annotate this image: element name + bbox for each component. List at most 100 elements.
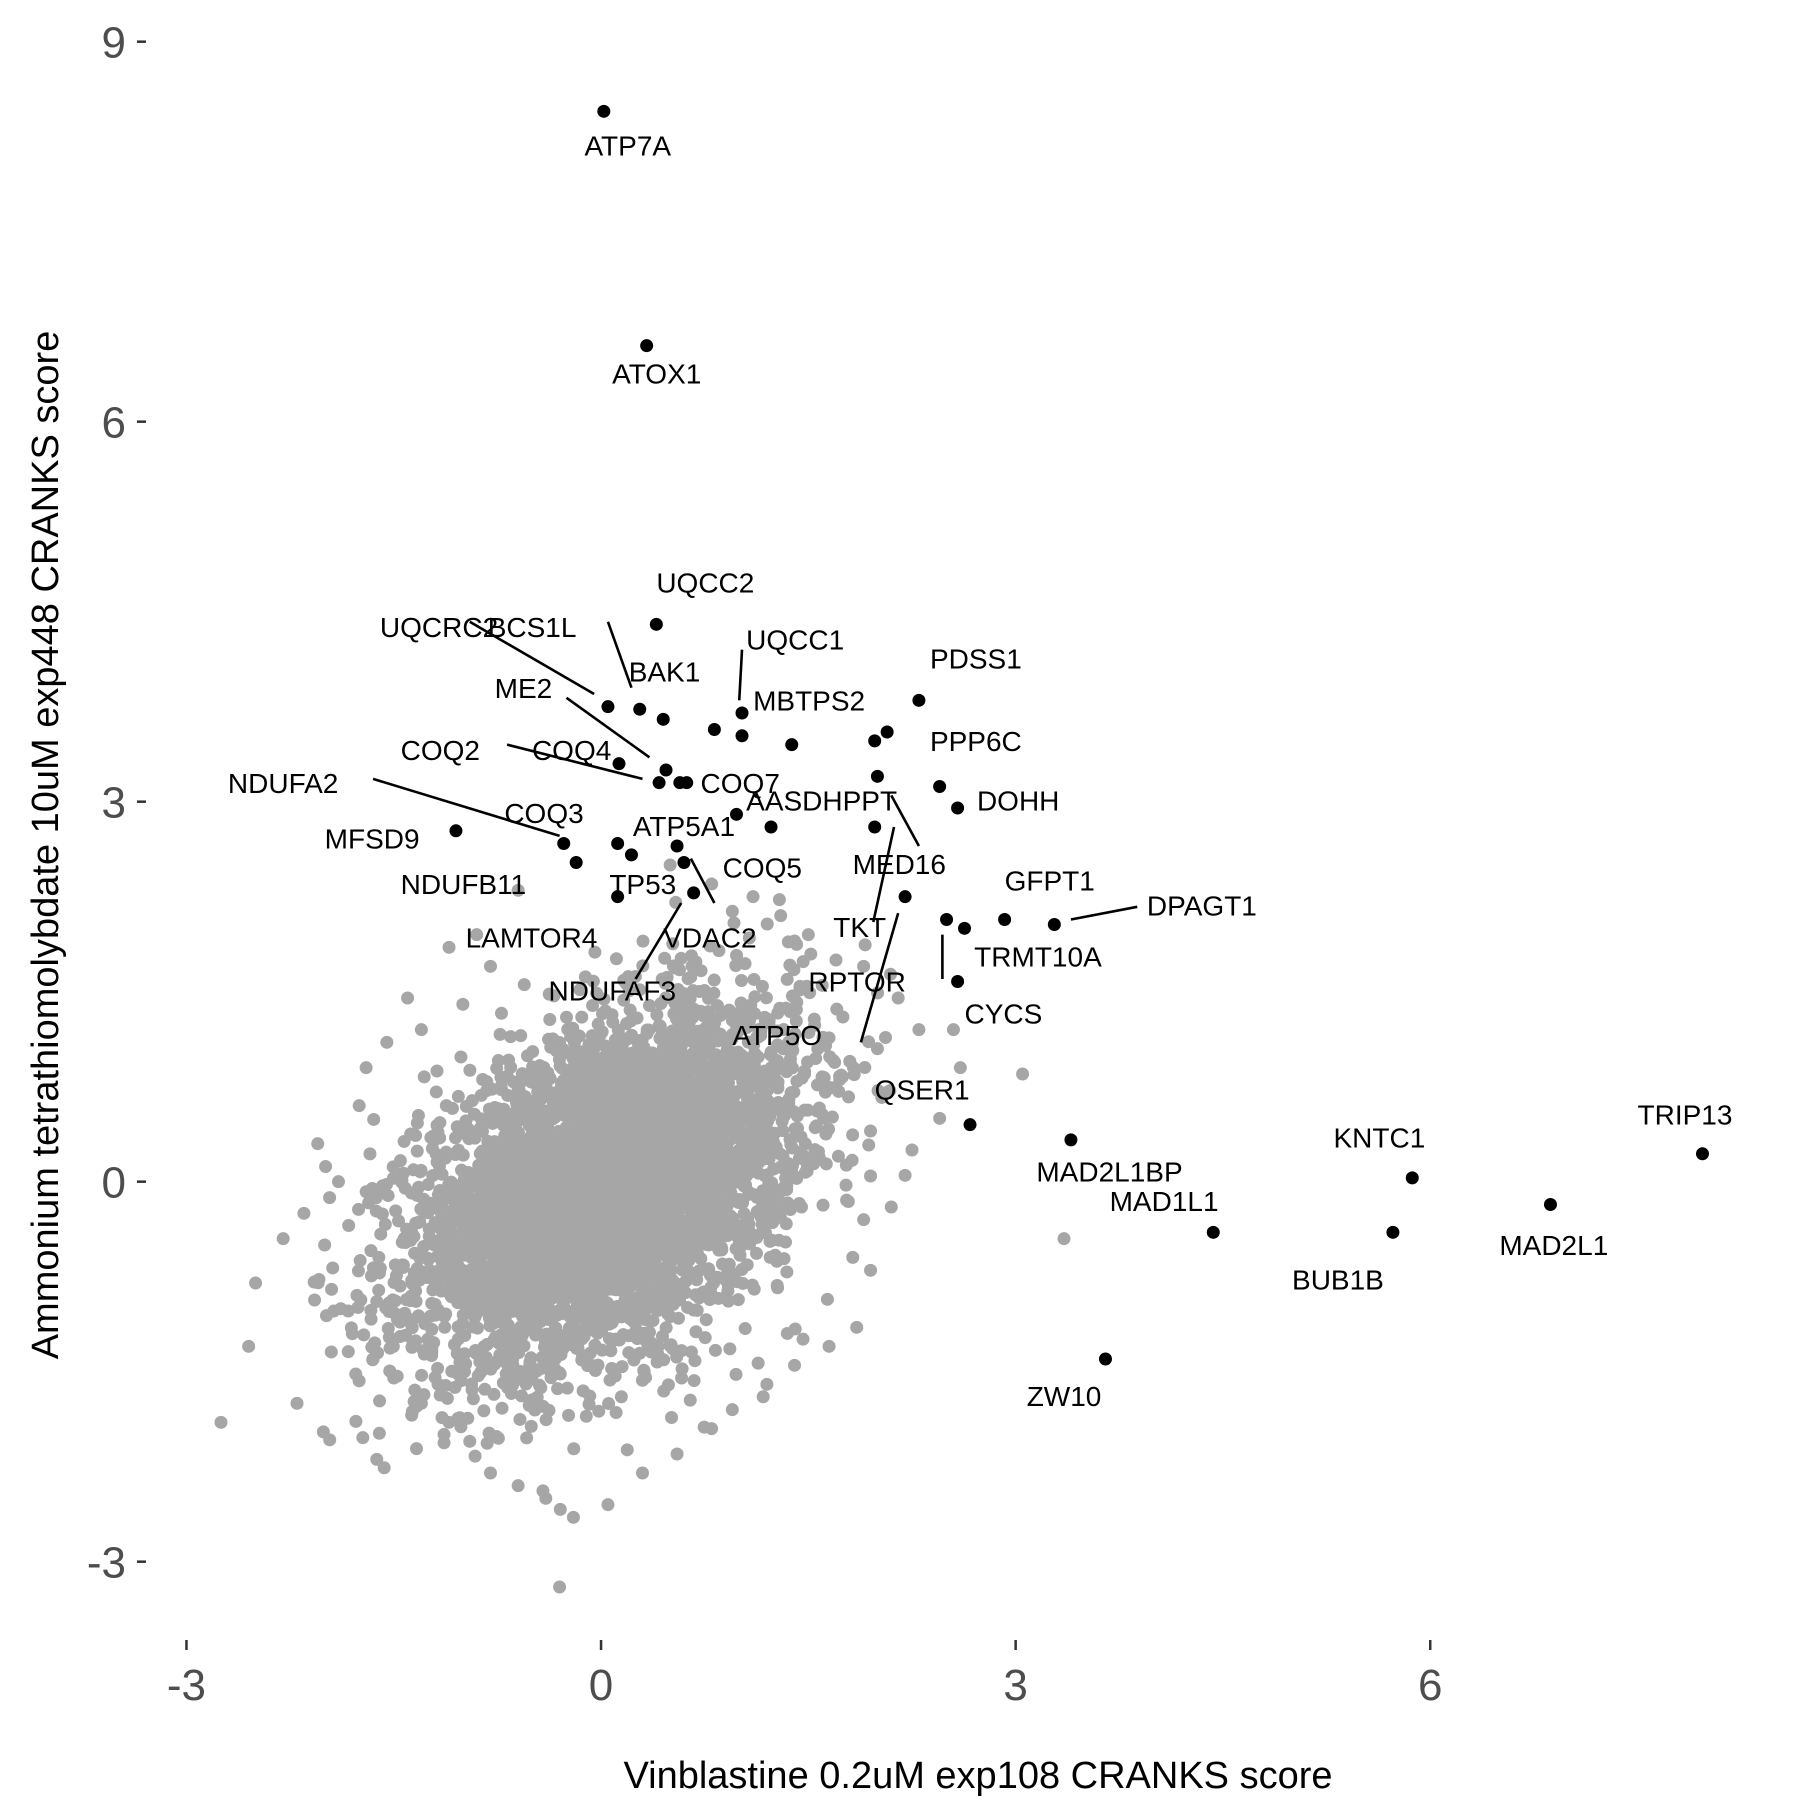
background-point [553,1059,567,1073]
background-point [612,1267,626,1281]
background-point [550,1044,564,1058]
background-point [560,1010,574,1024]
background-point [440,1391,454,1405]
background-point [816,1198,830,1212]
background-point [831,1149,845,1163]
background-point [425,1296,439,1310]
background-point [839,1178,853,1192]
background-point [514,1265,528,1279]
background-point [687,1303,701,1317]
background-point [465,1206,479,1220]
background-point [591,1017,605,1031]
background-point [573,983,587,997]
background-point [770,1279,784,1293]
background-point [646,1314,660,1328]
background-point [579,1409,593,1423]
background-point [502,1053,516,1067]
background-point [621,1308,635,1322]
background-point [801,1103,815,1117]
background-point [474,1112,488,1126]
background-point [722,1257,736,1271]
background-point [501,1381,515,1395]
background-point [410,1116,424,1130]
background-point [498,1181,512,1195]
background-point [501,1301,515,1315]
background-point [544,1258,558,1272]
background-point [675,1371,689,1385]
background-point [373,1394,387,1408]
background-point [370,1452,384,1466]
background-point [494,1006,508,1020]
background-point [640,1026,654,1040]
background-point [535,1351,549,1365]
background-point [741,1084,755,1098]
background-point [815,1070,829,1084]
background-point [316,1425,330,1439]
background-point [686,1033,700,1047]
background-point [742,1185,756,1199]
background-point [635,1307,649,1321]
background-point [456,1217,470,1231]
background-point [547,989,561,1003]
background-point [653,1019,667,1033]
background-point [482,1426,496,1440]
background-point [731,1293,745,1307]
background-point [389,1269,403,1283]
background-point [477,1404,491,1418]
background-point [562,1321,576,1335]
background-point [370,1294,384,1308]
background-point [456,1316,470,1330]
background-point [603,1373,617,1387]
background-point [595,1201,609,1215]
background-point [543,1012,557,1026]
background-point [741,1211,755,1225]
background-point [620,1056,634,1070]
background-point [712,944,726,958]
background-point [787,1169,801,1183]
background-point [677,1170,691,1184]
background-point [409,1442,423,1456]
background-point [664,1294,678,1308]
background-point [489,1201,503,1215]
background-point [433,1233,447,1247]
background-point [828,1055,842,1069]
background-point [615,1360,629,1374]
background-point [495,1401,509,1415]
background-point [468,1344,482,1358]
background-point [750,1205,764,1219]
background-point [597,992,611,1006]
background-point [707,973,721,987]
background-point [480,1276,494,1290]
background-point [757,1151,771,1165]
background-point [705,1289,719,1303]
background-point [614,1390,628,1404]
background-point [646,1121,660,1135]
background-point [777,1252,791,1266]
background-point [694,1287,708,1301]
background-point [518,1107,532,1121]
background-point [723,1342,737,1356]
background-point [817,1111,831,1125]
background-point [674,1344,688,1358]
background-point [500,1069,514,1083]
background-point [609,952,623,966]
background-point [754,1028,768,1042]
background-point [548,1179,562,1193]
background-point [702,1262,716,1276]
background-point [408,1246,422,1260]
background-point [425,1322,439,1336]
background-point [738,1322,752,1336]
background-point [462,1302,476,1316]
background-point [542,1231,556,1245]
background-point [397,1134,411,1148]
background-point [722,1226,736,1240]
background-point [811,1145,825,1159]
background-point [605,1362,619,1376]
background-point [689,1325,703,1339]
background-point [592,1292,606,1306]
background-point [431,1125,445,1139]
background-point [362,1196,376,1210]
background-point [582,1070,596,1084]
background-point [713,1115,727,1129]
